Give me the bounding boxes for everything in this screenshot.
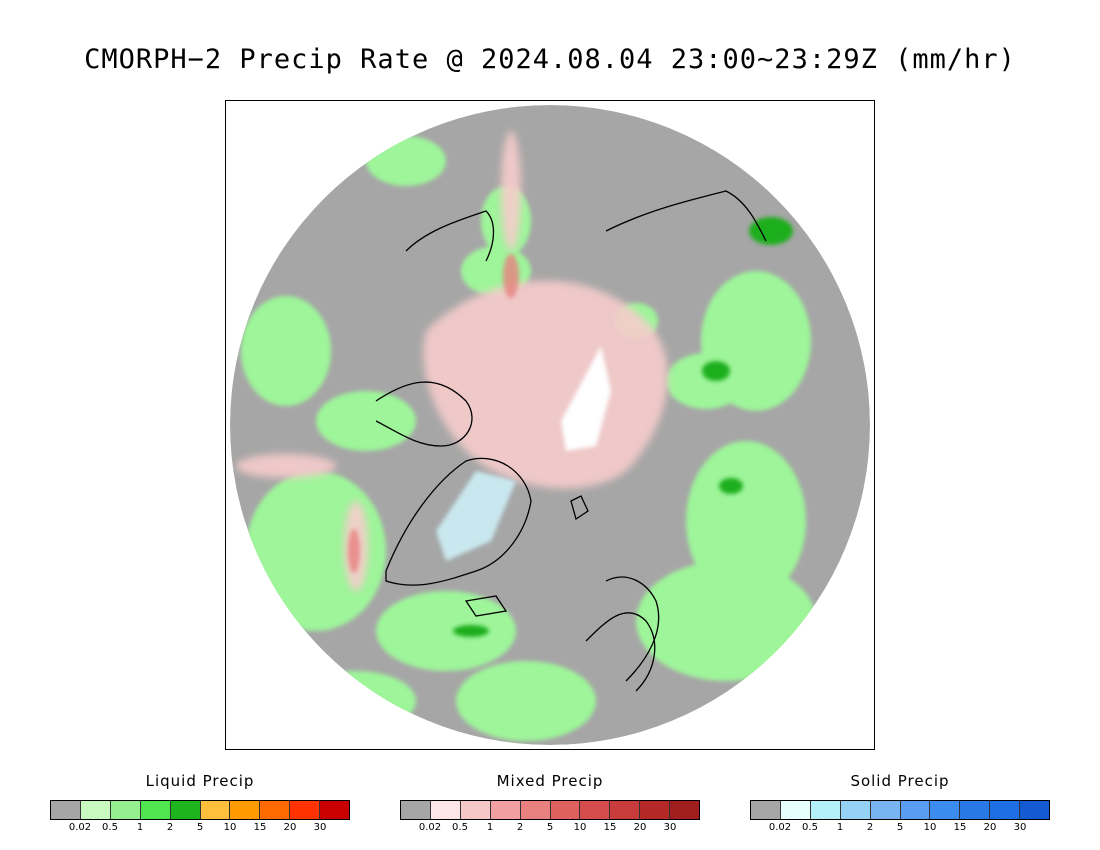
legend-mixed-title: Mixed Precip: [496, 772, 604, 790]
liquid-precip-heavy: [453, 217, 793, 637]
coastlines: [375, 190, 767, 692]
legend-swatch: [960, 801, 991, 819]
legend-swatch: [780, 801, 811, 819]
legend-tick-label: 2: [166, 822, 174, 833]
solid-precip-areas: [436, 471, 516, 561]
legend-swatch: [840, 801, 871, 819]
legend-swatch: [260, 801, 291, 819]
legend-swatch: [401, 801, 431, 819]
polar-precip-map: [230, 105, 870, 745]
legend-swatch: [140, 801, 171, 819]
legend-swatch: [490, 801, 521, 819]
legend-solid-swatches: [750, 800, 1050, 820]
chart-title: CMORPH−2 Precip Rate @ 2024.08.04 23:00~…: [84, 44, 1016, 75]
legend-swatch: [900, 801, 931, 819]
legend-tick-label: 10: [223, 822, 237, 833]
legend-tick-label: 1: [136, 822, 144, 833]
legend-liquid-ticks: 0.02 0.5 1 2 5 10 15 20 30: [50, 822, 350, 836]
mixed-precip-heavy: [348, 254, 519, 573]
legend-swatch: [230, 801, 261, 819]
legend-tick-label: 5: [896, 822, 904, 833]
legend-swatch: [320, 801, 350, 819]
greenland-coast: [385, 457, 532, 586]
legend-tick-label: 0.02: [768, 822, 792, 833]
legend-tick-label: 30: [313, 822, 327, 833]
legend-liquid-swatches: [50, 800, 350, 820]
legend-swatch: [170, 801, 201, 819]
legend-swatch: [520, 801, 551, 819]
legend-mixed-swatches: [400, 800, 700, 820]
iceland-coast: [464, 595, 508, 617]
legend-liquid: Liquid Precip 0.02 0.5 1 2 5 10 15 20 30: [50, 772, 350, 836]
legend-solid-title: Solid Precip: [850, 772, 950, 790]
legend-tick-label: 30: [1013, 822, 1027, 833]
map-frame: [225, 100, 875, 750]
legend-tick-label: 30: [663, 822, 677, 833]
legend-tick-label: 2: [516, 822, 524, 833]
legend-swatch: [200, 801, 231, 819]
alaska-coast: [405, 210, 495, 262]
legend-tick-label: 15: [253, 822, 267, 833]
legend-tick-label: 15: [603, 822, 617, 833]
legend-tick-label: 1: [836, 822, 844, 833]
legend-tick-label: 2: [866, 822, 874, 833]
legend-tick-label: 20: [283, 822, 297, 833]
legend-mixed: Mixed Precip 0.02 0.5 1 2 5 10 15 20 30: [400, 772, 700, 836]
legend-swatch: [460, 801, 491, 819]
legend-tick-label: 0.5: [802, 822, 818, 833]
legend-swatch: [1020, 801, 1050, 819]
legend-swatch: [51, 801, 81, 819]
legend-tick-label: 15: [953, 822, 967, 833]
legend-swatch: [610, 801, 641, 819]
legend-tick-label: 20: [983, 822, 997, 833]
legend-tick-label: 0.5: [102, 822, 118, 833]
legend-tick-label: 1: [486, 822, 494, 833]
legend-solid-ticks: 0.02 0.5 1 2 5 10 15 20 30: [750, 822, 1050, 836]
legend-tick-label: 0.02: [418, 822, 442, 833]
canadian-archipelago-coast: [375, 381, 473, 447]
legend-swatch: [110, 801, 141, 819]
svalbard-coast: [570, 495, 589, 521]
legend-tick-label: 5: [546, 822, 554, 833]
legend-swatch: [290, 801, 321, 819]
snow-free-central-arctic: [561, 346, 611, 451]
legend-swatch: [550, 801, 581, 819]
eurasia-coast: [605, 576, 660, 682]
legend-liquid-title: Liquid Precip: [145, 772, 255, 790]
legend-swatch: [751, 801, 781, 819]
legend-tick-label: 5: [196, 822, 204, 833]
scandinavia-coast: [585, 612, 656, 692]
legend-tick-label: 0.5: [452, 822, 468, 833]
legend-tick-label: 10: [923, 822, 937, 833]
data-disc: [230, 105, 870, 745]
legend-mixed-ticks: 0.02 0.5 1 2 5 10 15 20 30: [400, 822, 700, 836]
legend-tick-label: 20: [633, 822, 647, 833]
legend-swatch: [870, 801, 901, 819]
legend-swatch: [990, 801, 1021, 819]
legend-tick-label: 10: [573, 822, 587, 833]
legend-swatch: [580, 801, 611, 819]
legend-swatch: [640, 801, 671, 819]
legend-tick-label: 0.02: [68, 822, 92, 833]
legend-solid: Solid Precip 0.02 0.5 1 2 5 10 15 20 30: [750, 772, 1050, 836]
legend-swatch: [80, 801, 111, 819]
siberia-coast: [605, 190, 767, 242]
legend-swatch: [430, 801, 461, 819]
mixed-precip-areas: [236, 131, 668, 591]
legend-swatch: [810, 801, 841, 819]
legend-swatch: [930, 801, 961, 819]
legend-swatch: [670, 801, 700, 819]
